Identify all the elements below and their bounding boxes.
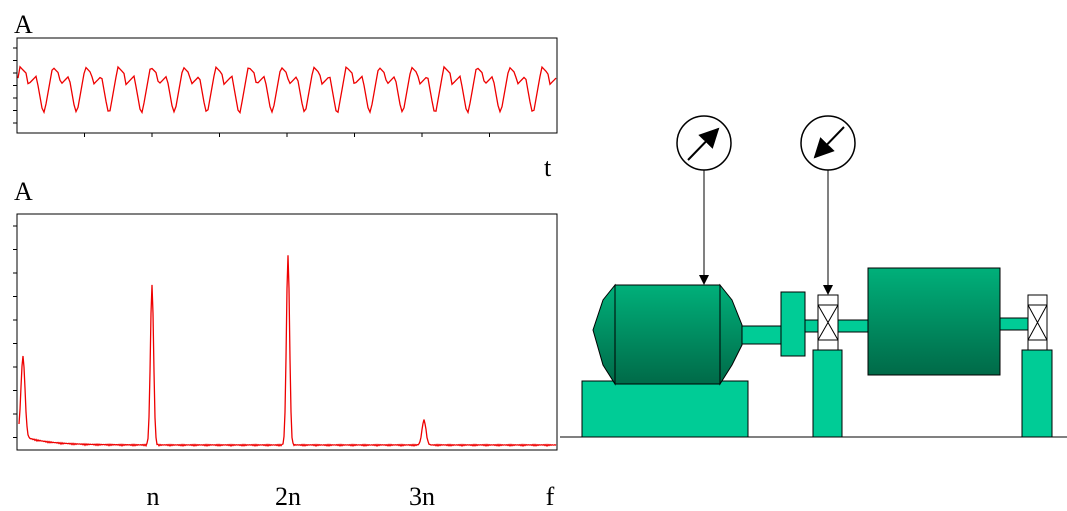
bearing-cross [1027, 304, 1048, 341]
shaft [741, 325, 783, 345]
bearing-cross [817, 304, 839, 341]
driven-machine [867, 267, 1001, 376]
motor [614, 284, 721, 385]
pedestal [812, 349, 843, 438]
spectrum-x-label: f [546, 482, 555, 511]
x-label: 2n [275, 482, 301, 511]
machine [560, 115, 1067, 438]
time-frame [16, 37, 558, 134]
time-x-label: t [544, 153, 552, 182]
pedestal [1021, 349, 1053, 438]
x-label: 3n [409, 482, 435, 511]
gauge-needle [687, 127, 720, 161]
motor-end [592, 283, 616, 386]
gauge-needle [813, 126, 845, 159]
coupling [780, 291, 806, 357]
time-y-label: A [14, 10, 33, 39]
shaft [999, 317, 1029, 331]
motor-end [719, 283, 743, 386]
spectrum-y-label: A [14, 177, 33, 206]
motor-base [581, 380, 749, 438]
time-signal [17, 65, 557, 115]
spectrum-signal [18, 255, 557, 448]
x-label: n [147, 482, 160, 511]
time-ticks [13, 47, 490, 137]
spectrum-ticks [13, 225, 17, 438]
